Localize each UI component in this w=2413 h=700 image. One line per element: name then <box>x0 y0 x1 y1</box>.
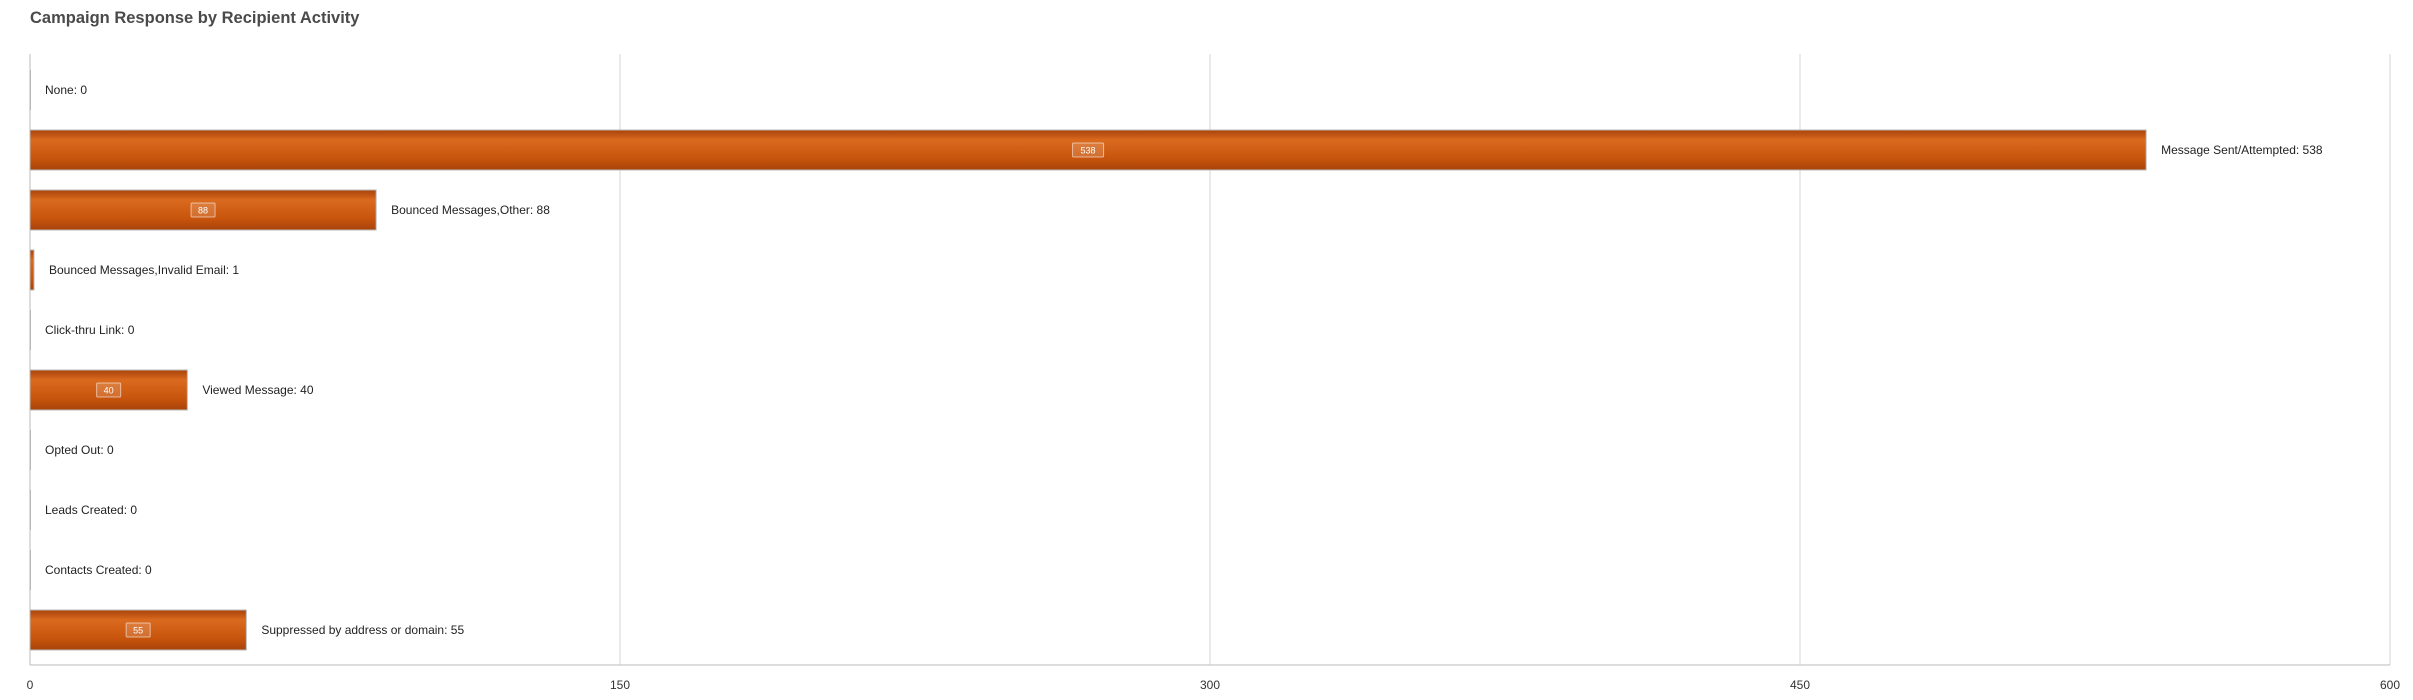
bar[interactable] <box>29 129 2147 171</box>
bar[interactable] <box>29 249 35 291</box>
bar-data-label: Leads Created: 0 <box>45 503 137 517</box>
chart-title: Campaign Response by Recipient Activity <box>30 9 360 27</box>
bar-data-label: Click-thru Link: 0 <box>45 323 135 337</box>
x-tick-label: 0 <box>27 678 34 692</box>
bar-value-badge <box>125 622 151 638</box>
bar-value-label: 40 <box>104 386 114 396</box>
bar-value-badge <box>96 382 122 398</box>
x-tick-label: 300 <box>1200 678 1220 692</box>
bar[interactable] <box>29 189 377 231</box>
bar-value-label: 538 <box>1081 146 1096 156</box>
bar[interactable] <box>29 369 188 411</box>
bar-value-label: 55 <box>133 626 143 636</box>
x-tick-label: 150 <box>610 678 630 692</box>
bar-data-label: Viewed Message: 40 <box>202 383 314 397</box>
bar-data-label: Opted Out: 0 <box>45 443 114 457</box>
bar-value-label: 88 <box>198 206 208 216</box>
bar-data-label: Bounced Messages,Other: 88 <box>391 203 550 217</box>
bar-data-label: Bounced Messages,Invalid Email: 1 <box>49 263 239 277</box>
x-tick-label: 600 <box>2380 678 2400 692</box>
bar-data-label: None: 0 <box>45 83 87 97</box>
bar[interactable] <box>29 609 247 651</box>
bar-value-badge <box>190 202 216 218</box>
bar-data-label: Message Sent/Attempted: 538 <box>2161 143 2323 157</box>
bar-value-badge <box>1072 142 1105 158</box>
bar-data-label: Contacts Created: 0 <box>45 563 152 577</box>
bar-data-label: Suppressed by address or domain: 55 <box>261 623 464 637</box>
x-tick-label: 450 <box>1790 678 1810 692</box>
